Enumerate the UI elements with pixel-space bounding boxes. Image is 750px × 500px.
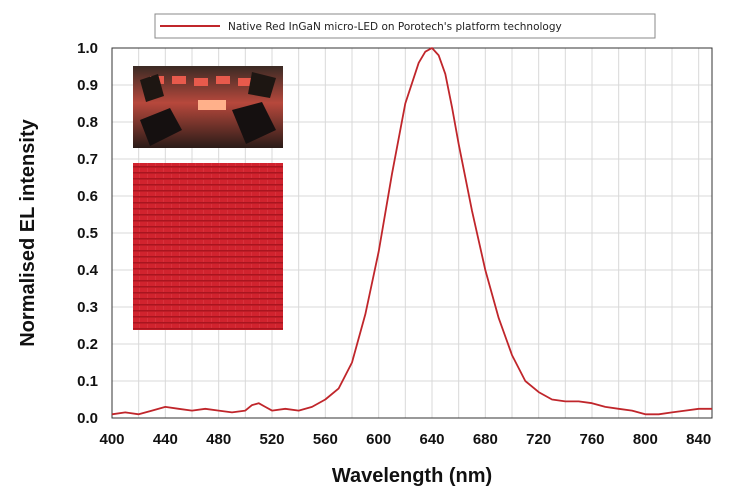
x-tick-label: 560 [313,431,338,448]
x-tick-label: 840 [686,431,711,448]
plot-frame [111,47,713,419]
x-tick-label: 720 [526,431,551,448]
y-tick-label: 0.1 [77,373,98,390]
x-tick-label: 760 [579,431,604,448]
y-tick-label: 0.3 [77,299,98,316]
x-tick-label: 400 [99,431,124,448]
y-tick-label: 0.7 [77,151,98,168]
y-tick-label: 0.0 [77,410,98,427]
x-axis-title: Wavelength (nm) [332,465,492,487]
legend: Native Red InGaN micro-LED on Porotech's… [154,13,656,39]
series-layer [111,47,712,416]
x-tick-label: 640 [419,431,444,448]
series-line [111,47,712,416]
y-tick-label: 0.2 [77,336,98,353]
x-tick-label: 600 [366,431,391,448]
y-axis-ticks: 0.0 0.1 0.2 0.3 0.4 0.5 0.6 0.7 0.8 0.9 1.0 [77,40,99,427]
y-tick-label: 0.4 [77,262,99,279]
y-axis-title: Normalised EL intensity [17,118,39,346]
y-tick-label: 0.8 [77,114,98,131]
y-tick-label: 1.0 [77,40,98,57]
x-tick-label: 800 [633,431,658,448]
micro-led-array-inset [133,163,283,330]
x-tick-label: 680 [473,431,498,448]
device-photo-inset [133,66,283,148]
x-tick-label: 480 [206,431,231,448]
legend-box [154,13,656,39]
legend-label: Native Red InGaN micro-LED on Porotech's… [228,21,562,33]
y-tick-label: 0.6 [77,188,98,205]
y-tick-label: 0.5 [77,225,98,242]
x-axis-ticks: 400 440 480 520 560 600 640 680 720 760 800 840 [99,431,711,448]
x-tick-label: 520 [259,431,284,448]
x-tick-label: 440 [153,431,178,448]
y-tick-label: 0.9 [77,77,98,94]
